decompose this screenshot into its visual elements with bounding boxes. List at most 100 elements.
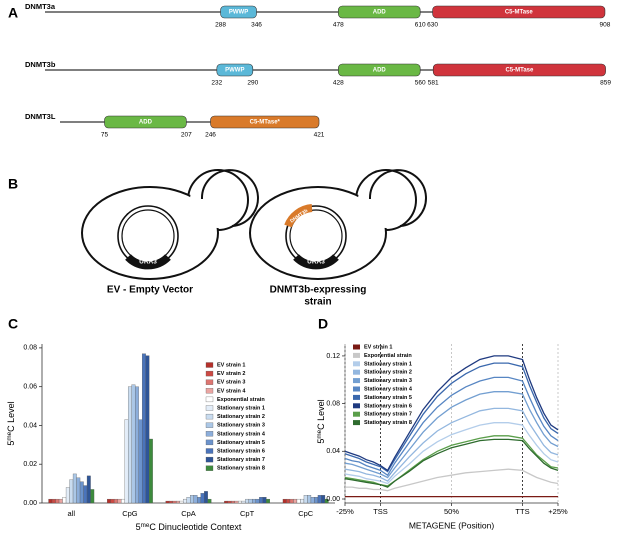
domain-start: 478 xyxy=(333,22,344,29)
legend-swatch xyxy=(353,394,360,400)
bar xyxy=(296,498,301,504)
domain-start: 232 xyxy=(211,80,222,87)
legend-swatch xyxy=(205,439,214,446)
bar xyxy=(134,386,139,504)
legend-label: Stationary strain 4 xyxy=(217,431,266,437)
legend-label: Stationary strain 3 xyxy=(364,378,412,384)
legend-swatch xyxy=(205,431,214,437)
domain-start: 75 xyxy=(101,132,109,139)
y-tick-label: 0.06 xyxy=(23,384,37,391)
bar xyxy=(79,481,84,504)
caption: DNMT3b-expressing xyxy=(270,285,367,296)
legend-swatch xyxy=(205,448,214,454)
legend-swatch xyxy=(205,465,214,471)
legend-swatch xyxy=(353,352,360,358)
legend-swatch xyxy=(353,411,360,417)
bar xyxy=(204,491,208,504)
panel-letter: C xyxy=(8,316,18,332)
x-tick-label: 50% xyxy=(444,507,459,516)
marker-band xyxy=(125,254,171,270)
bar xyxy=(172,500,177,504)
bar xyxy=(141,353,146,504)
y-tick-label: 0.08 xyxy=(326,400,340,407)
domain-end: 346 xyxy=(251,22,262,29)
y-tick-label: 0.00 xyxy=(326,496,340,503)
label-part: 5 xyxy=(316,439,326,444)
legend-label: EV strain 2 xyxy=(217,371,245,377)
bar xyxy=(227,500,232,504)
domain-name: C5-MTase xyxy=(505,10,534,16)
bar xyxy=(190,495,194,504)
bar xyxy=(255,498,260,504)
line-series xyxy=(344,422,559,485)
axis-label: METAGENE (Position) xyxy=(409,520,495,530)
bar xyxy=(241,500,246,504)
legend-swatch xyxy=(353,361,360,367)
line-series xyxy=(344,407,559,482)
line-series xyxy=(344,362,559,473)
legend-label: Stationary strain 2 xyxy=(217,414,265,420)
label-part: 5 xyxy=(6,441,16,446)
domain xyxy=(338,63,421,77)
bar xyxy=(186,497,191,504)
bar xyxy=(314,497,319,504)
legend-label: Stationary strain 4 xyxy=(364,386,413,392)
x-tick-label: CpT xyxy=(240,509,255,518)
cell-bud-cover xyxy=(190,172,246,228)
bar xyxy=(165,500,170,504)
domain xyxy=(432,63,606,77)
x-tick-label: CpA xyxy=(181,509,196,518)
bar xyxy=(62,497,67,504)
bar xyxy=(200,493,205,504)
bar xyxy=(234,500,239,504)
bar xyxy=(107,498,111,504)
domain-end: 207 xyxy=(181,132,192,139)
marker-band xyxy=(293,254,339,270)
legend-swatch xyxy=(205,396,214,403)
label-sup: me xyxy=(6,431,13,440)
x-tick-label: TTS xyxy=(515,507,529,516)
bar xyxy=(121,498,125,504)
legend-swatch xyxy=(205,370,214,377)
legend-swatch xyxy=(205,413,214,420)
bar xyxy=(65,487,70,504)
label-sup: me xyxy=(141,522,150,529)
bar xyxy=(321,495,326,504)
legend-label: EV strain 4 xyxy=(217,388,246,394)
cell-bud-cover xyxy=(358,172,414,228)
legend-label: EV strain 3 xyxy=(217,380,245,386)
domain xyxy=(104,115,187,129)
domain-name: PWWP xyxy=(225,68,244,74)
bar xyxy=(76,477,81,504)
domain-name: ADD xyxy=(373,10,387,16)
legend-label: Stationary strain 2 xyxy=(364,370,412,376)
domain-name: C5-MTase xyxy=(505,68,534,74)
legend-swatch xyxy=(353,344,360,350)
legend-label: Stationary strain 8 xyxy=(217,466,265,472)
y-tick-label: 0.04 xyxy=(326,448,340,455)
legend-label: Stationary strain 5 xyxy=(217,440,265,446)
bar xyxy=(90,489,95,504)
bar xyxy=(248,498,253,504)
legend-label: Stationary strain 7 xyxy=(364,412,412,418)
legend-swatch xyxy=(353,403,360,409)
bar xyxy=(83,485,88,504)
domain-name: PWWP xyxy=(229,10,248,16)
label-part: C Level xyxy=(316,399,326,430)
bar xyxy=(51,498,56,504)
domain-end: 421 xyxy=(314,132,325,139)
label-part: 5 xyxy=(136,522,141,532)
bar xyxy=(317,495,322,504)
domain xyxy=(216,63,254,77)
line-series xyxy=(344,391,559,479)
panel-letter: D xyxy=(318,316,328,332)
legend-label: Stationary strain 1 xyxy=(364,361,412,367)
bar xyxy=(69,479,74,504)
panel-letter: A xyxy=(8,5,18,21)
domain-end: 610 xyxy=(415,22,426,29)
domain xyxy=(338,5,421,19)
bar xyxy=(183,498,187,504)
bar xyxy=(145,355,150,504)
bar xyxy=(293,498,298,504)
line-series xyxy=(344,376,559,477)
